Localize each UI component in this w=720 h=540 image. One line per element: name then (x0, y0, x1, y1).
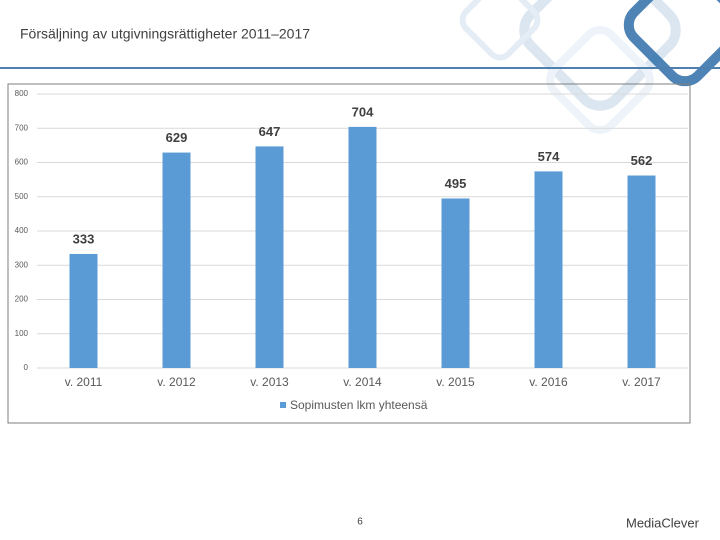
decoration (459, 0, 720, 134)
y-tick-label: 200 (15, 295, 29, 304)
y-tick-label: 600 (15, 158, 29, 167)
data-label: 495 (445, 176, 467, 191)
y-tick-label: 400 (15, 226, 29, 235)
y-tick-label: 700 (15, 123, 29, 132)
y-tick-label: 300 (15, 260, 29, 269)
logo: MediaClever (626, 515, 700, 530)
x-tick-label: v. 2017 (622, 375, 661, 389)
x-tick-label: v. 2015 (436, 375, 475, 389)
bar (534, 171, 563, 368)
data-label: 629 (166, 130, 188, 145)
y-tick-label: 800 (15, 89, 29, 98)
bar (69, 253, 98, 368)
bar (162, 152, 191, 368)
bar (255, 146, 284, 368)
data-label: 333 (73, 231, 95, 246)
x-tick-label: v. 2014 (343, 375, 382, 389)
y-tick-label: 0 (24, 363, 29, 372)
data-label: 562 (631, 153, 653, 168)
data-label: 704 (352, 104, 374, 119)
data-label: 574 (538, 149, 560, 164)
bar (627, 175, 656, 368)
x-tick-label: v. 2013 (250, 375, 289, 389)
legend-swatch (280, 402, 286, 408)
x-tick-label: v. 2011 (65, 375, 103, 389)
bar (441, 198, 470, 368)
legend-label: Sopimusten lkm yhteensä (290, 398, 428, 412)
x-tick-label: v. 2012 (157, 375, 196, 389)
x-tick-label: v. 2016 (529, 375, 568, 389)
chart-frame (7, 83, 691, 424)
slide-title: Försäljning av utgivningsrättigheter 201… (20, 26, 310, 42)
page-number: 6 (357, 517, 363, 528)
y-tick-label: 500 (15, 192, 29, 201)
y-tick-label: 100 (15, 329, 29, 338)
bar (348, 126, 377, 368)
data-label: 647 (259, 124, 281, 139)
